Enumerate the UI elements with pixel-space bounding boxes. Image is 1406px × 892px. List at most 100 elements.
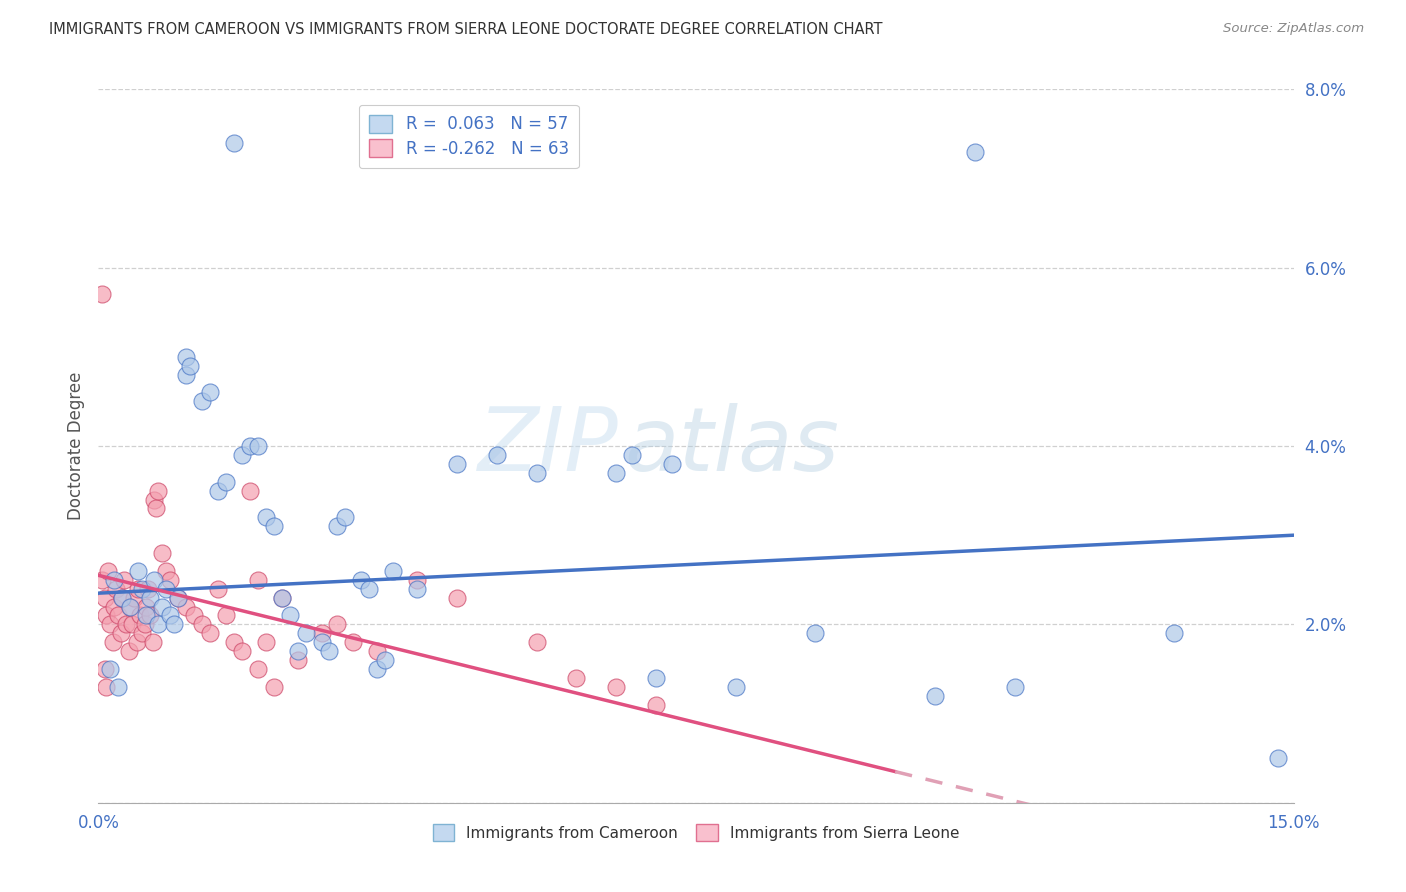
Point	[382, 564, 405, 578]
Point	[231, 644, 253, 658]
Point	[263, 519, 285, 533]
Point	[222, 635, 245, 649]
Point	[97, 564, 120, 578]
Point	[91, 573, 114, 587]
Point	[125, 635, 148, 649]
Point	[359, 582, 381, 596]
Point	[127, 564, 149, 578]
Point	[110, 626, 132, 640]
Point	[174, 368, 197, 382]
Point	[150, 546, 173, 560]
Point	[254, 510, 277, 524]
Legend: Immigrants from Cameroon, Immigrants from Sierra Leone: Immigrants from Cameroon, Immigrants fro…	[425, 817, 967, 848]
Point	[128, 608, 150, 623]
Point	[191, 617, 214, 632]
Point	[231, 448, 253, 462]
Point	[239, 483, 262, 498]
Point	[148, 483, 170, 498]
Point	[270, 591, 292, 605]
Point	[621, 448, 644, 462]
Point	[101, 635, 124, 649]
Point	[120, 599, 142, 614]
Point	[342, 635, 364, 649]
Point	[174, 350, 197, 364]
Point	[270, 591, 292, 605]
Text: atlas: atlas	[624, 403, 839, 489]
Point	[374, 653, 396, 667]
Point	[103, 599, 125, 614]
Point	[155, 582, 177, 596]
Point	[605, 680, 627, 694]
Point	[1267, 751, 1289, 765]
Point	[143, 573, 166, 587]
Point	[145, 501, 167, 516]
Point	[446, 591, 468, 605]
Point	[94, 662, 117, 676]
Point	[139, 608, 162, 623]
Point	[326, 617, 349, 632]
Point	[246, 439, 269, 453]
Point	[104, 582, 127, 596]
Point	[94, 591, 117, 605]
Point	[318, 644, 340, 658]
Point	[804, 626, 827, 640]
Point	[446, 457, 468, 471]
Point	[215, 475, 238, 489]
Point	[167, 591, 190, 605]
Point	[91, 287, 114, 301]
Point	[163, 617, 186, 632]
Point	[142, 635, 165, 649]
Point	[406, 582, 429, 596]
Point	[526, 635, 548, 649]
Point	[222, 136, 245, 150]
Point	[239, 439, 262, 453]
Point	[661, 457, 683, 471]
Point	[311, 635, 333, 649]
Point	[174, 599, 197, 614]
Point	[159, 608, 181, 623]
Point	[207, 483, 229, 498]
Point	[526, 466, 548, 480]
Point	[326, 519, 349, 533]
Point	[287, 653, 309, 667]
Point	[131, 626, 153, 640]
Text: Source: ZipAtlas.com: Source: ZipAtlas.com	[1223, 22, 1364, 36]
Point	[335, 510, 357, 524]
Point	[1163, 626, 1185, 640]
Point	[111, 591, 134, 605]
Point	[924, 689, 946, 703]
Point	[565, 671, 588, 685]
Point	[246, 573, 269, 587]
Point	[605, 466, 627, 480]
Point	[118, 644, 141, 658]
Point	[350, 573, 373, 587]
Point	[191, 394, 214, 409]
Point	[131, 582, 153, 596]
Point	[120, 599, 142, 614]
Point	[254, 635, 277, 649]
Point	[115, 617, 138, 632]
Point	[963, 145, 986, 159]
Point	[207, 582, 229, 596]
Point	[121, 617, 143, 632]
Point	[134, 617, 156, 632]
Point	[136, 582, 159, 596]
Point	[179, 359, 201, 373]
Point	[96, 680, 118, 694]
Point	[98, 617, 122, 632]
Point	[111, 591, 134, 605]
Point	[645, 698, 668, 712]
Point	[159, 573, 181, 587]
Point	[287, 644, 309, 658]
Point	[139, 591, 162, 605]
Point	[155, 564, 177, 578]
Point	[1004, 680, 1026, 694]
Point	[278, 608, 301, 623]
Point	[150, 599, 173, 614]
Point	[198, 385, 221, 400]
Point	[96, 608, 118, 623]
Point	[127, 582, 149, 596]
Point	[366, 644, 388, 658]
Text: IMMIGRANTS FROM CAMEROON VS IMMIGRANTS FROM SIERRA LEONE DOCTORATE DEGREE CORREL: IMMIGRANTS FROM CAMEROON VS IMMIGRANTS F…	[49, 22, 883, 37]
Point	[112, 573, 135, 587]
